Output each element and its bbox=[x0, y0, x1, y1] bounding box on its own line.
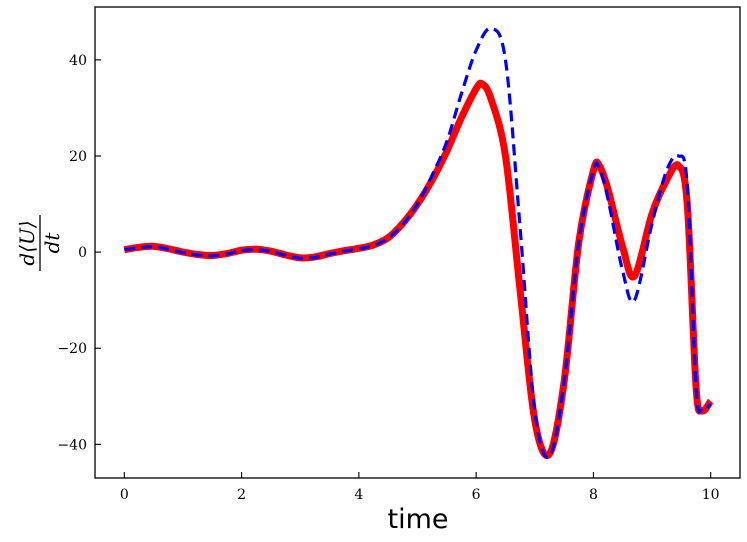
plot-background bbox=[95, 7, 740, 478]
y-tick-label: −40 bbox=[57, 437, 87, 453]
x-tick-label: 4 bbox=[354, 487, 363, 503]
y-tick-label: 40 bbox=[69, 53, 87, 69]
series-layer bbox=[123, 27, 714, 459]
x-axis-label: time bbox=[387, 504, 448, 535]
series-line-2 bbox=[124, 27, 712, 459]
y-axis-label: d⟨U⟩ dt bbox=[15, 215, 64, 271]
x-tick-label: 2 bbox=[237, 487, 246, 503]
x-tick-label: 0 bbox=[120, 487, 129, 503]
axes-layer: 0 2 4 6 8 10 −40 −20 0 20 40 bbox=[57, 6, 741, 503]
x-tick-label: 6 bbox=[472, 487, 481, 503]
series-line-1 bbox=[123, 79, 714, 459]
y-tick-label: 20 bbox=[69, 149, 87, 165]
x-tick-label: 10 bbox=[702, 487, 720, 503]
y-tick-label: −20 bbox=[57, 341, 87, 357]
y-tick-label: 0 bbox=[78, 245, 87, 261]
y-axis-label-denominator: dt bbox=[40, 232, 64, 254]
plot-area bbox=[95, 7, 740, 478]
y-axis-label-numerator: d⟨U⟩ bbox=[15, 220, 39, 265]
axes-frame bbox=[94, 6, 741, 479]
x-tick-label: 8 bbox=[589, 487, 598, 503]
